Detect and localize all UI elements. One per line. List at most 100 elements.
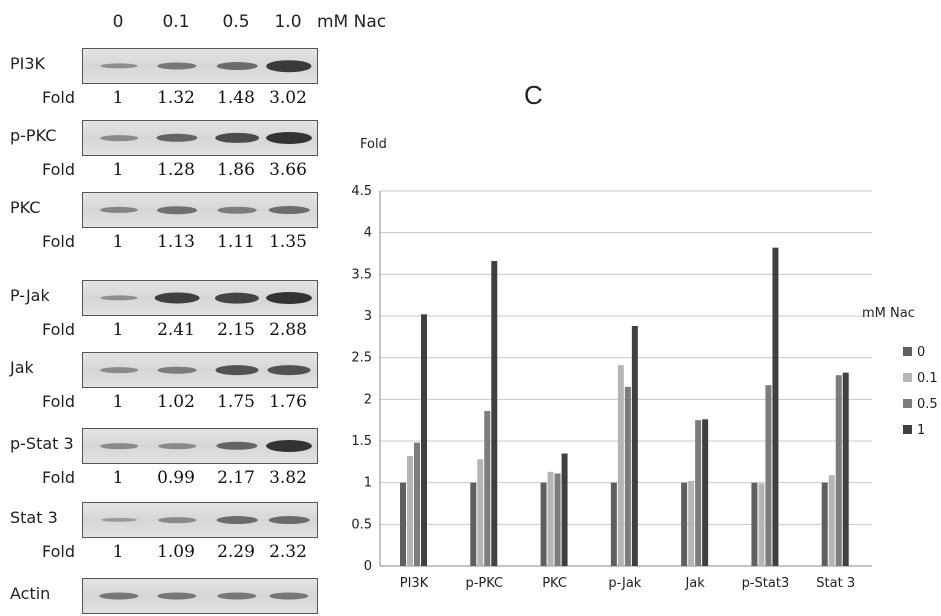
blot-band [217,592,257,600]
legend-swatch [903,347,912,356]
blot-row-label: P-Jak [10,286,50,305]
bar [765,385,772,566]
bar-chart: 0 0.5 1 1.5 2 2.5 3 3.5 4 4.5 Fold PI3K p-PKC PKC p-Ja… [351,137,938,591]
blot-band [157,592,197,600]
blot-row-label: p-Stat 3 [10,434,74,453]
blot-band [267,365,311,375]
blot-band [100,367,138,373]
bar [828,475,835,566]
legend-label: 0 [917,345,925,360]
y-axis-label: Fold [360,137,387,152]
blot-band [101,517,137,523]
fold-value: 1.75 [217,392,255,412]
bar [758,483,765,566]
bar [624,386,631,566]
blot-band [216,441,258,451]
blot-band [215,132,259,144]
blot-band [157,62,197,70]
x-tick-label: Jak [684,576,705,591]
fold-value: 0.99 [157,468,195,488]
x-tick-label: p-Stat3 [742,576,790,591]
x-tick-label: p-PKC [465,576,503,591]
lane-header: 0.1 [162,12,190,32]
blot-strip [82,192,318,228]
bar [400,482,406,566]
bar [484,411,491,566]
fold-value: 1 [112,542,124,562]
blot-strip [82,120,318,156]
bar [821,482,828,566]
blot-band [100,443,138,449]
y-tick-label: 0.5 [351,517,372,532]
x-tick-label: p-Jak [608,576,641,591]
bar [617,365,624,566]
bar [835,375,842,566]
y-tick-label: 0 [364,559,372,574]
blot-band [266,132,312,144]
bar [470,482,477,566]
fold-value: 3.82 [269,468,307,488]
fold-value: 1.48 [217,88,255,108]
blot-band [99,592,139,600]
blot-row-label: PI3K [10,54,46,73]
blot-band [100,295,138,301]
fold-label: Fold [42,160,76,179]
blot-strip [82,578,318,614]
blot-band [214,292,260,304]
fold-value: 2.17 [217,468,255,488]
bar [631,326,638,566]
blot-row-label: Stat 3 [10,508,58,527]
blot-band [158,443,196,449]
fold-value: 1 [112,320,124,340]
panel-letter: C [524,80,543,110]
fold-label: Fold [42,232,76,251]
bar [547,471,554,566]
blot-band [266,440,312,452]
blot-row-label: p-PKC [10,126,57,145]
bar [842,372,849,566]
fold-label: Fold [42,88,76,107]
fold-value: 1.76 [269,392,307,412]
blot-strip [82,280,318,316]
lane-header: 0.5 [222,12,250,32]
fold-value: 2.41 [157,320,195,340]
blot-band [100,135,138,141]
fold-value: 1 [112,392,124,412]
blot-band [99,206,139,214]
fold-value: 2.88 [269,320,307,340]
y-tick-label: 3 [364,309,372,324]
blot-strip [82,352,318,388]
blot-band [268,516,310,524]
lane-header: 1.0 [274,12,302,32]
fold-value: 1.13 [157,232,195,252]
bar [540,482,547,566]
fold-value: 3.66 [269,160,307,180]
legend-label: 1 [917,423,925,438]
blot-band [216,62,258,70]
x-tick-label: PKC [542,576,567,591]
blot-band [154,292,200,304]
fold-value: 1.32 [157,88,195,108]
fold-value: 2.29 [217,542,255,562]
bar [688,481,695,566]
y-tick-label: 2.5 [351,351,372,366]
bar [681,482,688,566]
fold-value: 1.02 [157,392,195,412]
lane-header: 0 [112,12,124,32]
fold-value: 1.09 [157,542,195,562]
bar [751,482,758,566]
blot-band [269,592,309,600]
blot-row-label: PKC [10,198,41,217]
bar [421,314,427,566]
fold-label: Fold [42,392,76,411]
bar [491,261,498,566]
legend-swatch [903,425,912,434]
bar [407,456,413,566]
blot-strip [82,48,318,84]
blot-band [215,365,259,375]
blot-band [266,60,312,72]
legend-label: 0.1 [917,371,938,386]
x-tick-label: PI3K [400,576,429,591]
blot-row-label: Jak [10,358,34,377]
fold-value: 1.35 [269,232,307,252]
